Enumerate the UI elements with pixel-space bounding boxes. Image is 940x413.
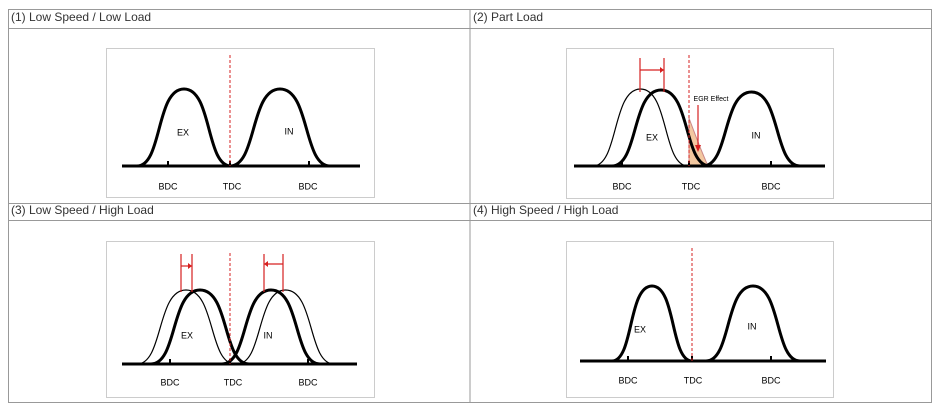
diagram-frame (566, 48, 834, 199)
diagram-label: TDC (224, 377, 243, 387)
diagram-label: EX (646, 132, 658, 142)
panel-title: (1) Low Speed / Low Load (11, 10, 151, 24)
diagram-label: BDC (298, 377, 318, 387)
valve-lift-curve (702, 90, 801, 168)
diagram-label: BDC (761, 181, 781, 191)
diagram-label: TDC (684, 375, 703, 385)
diagram-frame (566, 241, 834, 398)
diagram-label: TDC (682, 181, 701, 191)
diagram-frame (106, 48, 375, 198)
valve-lift-curve (236, 289, 335, 365)
valve-lift-curve (611, 88, 711, 168)
diagram-label: EX (634, 324, 646, 334)
diagram-label: BDC (298, 181, 318, 191)
diagram-label: IN (748, 321, 757, 331)
arrow-head (188, 263, 192, 269)
panel-title: (3) Low Speed / High Load (11, 203, 154, 217)
valve-lift-curve (150, 288, 250, 366)
diagram-label: BDC (618, 375, 638, 385)
valve-lift-curve (136, 87, 232, 168)
diagram-label: EX (181, 330, 193, 340)
valve-lift-curve (221, 288, 321, 366)
diagram-label: EX (177, 127, 189, 137)
diagram-label: BDC (160, 377, 180, 387)
diagram-label: BDC (761, 375, 781, 385)
diagram-label: IN (752, 130, 761, 140)
valve-lift-curve (136, 289, 236, 365)
valve-lift-curve (229, 87, 331, 168)
valve-lift-curve (705, 284, 801, 363)
diagram-label: IN (264, 330, 273, 340)
egr-annotation: EGR Effect (694, 96, 729, 103)
panel-title: (2) Part Load (473, 10, 543, 24)
diagram-label: IN (285, 126, 294, 136)
diagram-label: BDC (158, 181, 178, 191)
arrow-head (695, 145, 701, 152)
diagram-label: BDC (612, 181, 632, 191)
arrow-head (660, 67, 664, 73)
arrow-head (264, 261, 268, 267)
diagram-label: TDC (223, 181, 242, 191)
valve-lift-curve (611, 284, 693, 363)
diagram-frame (106, 241, 375, 398)
panel-title: (4) High Speed / High Load (473, 203, 618, 217)
